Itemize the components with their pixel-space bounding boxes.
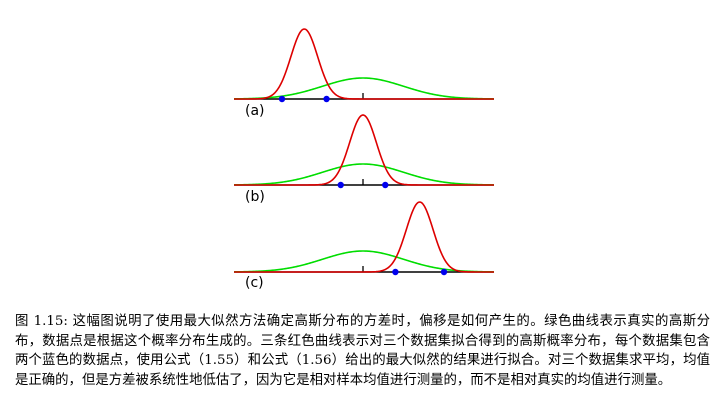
fitted-gaussian-curve-c bbox=[234, 201, 494, 273]
data-point-a-1 bbox=[278, 95, 286, 103]
data-point-a-2 bbox=[323, 95, 330, 103]
panel-label-c: (c) bbox=[245, 275, 264, 291]
fitted-gaussian-curve-a bbox=[234, 28, 494, 100]
panel-label-b: (b) bbox=[245, 189, 265, 205]
panel-label-a: (a) bbox=[245, 103, 265, 119]
figure: (a) (b) (c) bbox=[233, 28, 495, 291]
figure-plot bbox=[233, 28, 495, 276]
true-gaussian-curve-a bbox=[233, 77, 495, 100]
data-point-c-2 bbox=[440, 268, 448, 276]
fitted-gaussian-curve-b bbox=[234, 114, 494, 186]
data-point-b-2 bbox=[382, 181, 389, 189]
true-gaussian-curve-b bbox=[233, 163, 495, 186]
true-gaussian-curve-c bbox=[233, 250, 495, 273]
data-point-c-1 bbox=[392, 268, 399, 276]
figure-caption: 图 1.15: 这幅图说明了使用最大似然方法确定高斯分布的方差时，偏移是如何产生… bbox=[15, 314, 710, 388]
data-point-b-1 bbox=[337, 181, 344, 189]
